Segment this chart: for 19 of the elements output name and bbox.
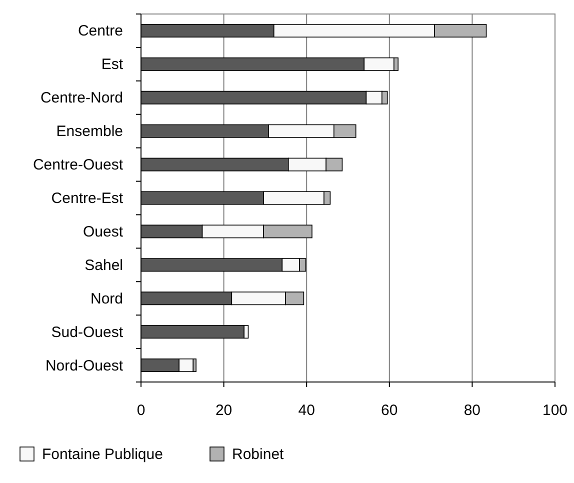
y-tick-label: Ensemble: [56, 123, 123, 140]
y-tick-label: Centre: [78, 22, 123, 40]
y-tick-label: Sahel: [84, 256, 123, 274]
y-tick-label: Nord-Ouest: [45, 357, 124, 374]
x-tick-label: 60: [381, 402, 398, 419]
y-tick-label: Centre-Nord: [40, 90, 123, 107]
x-tick-label: 40: [298, 402, 315, 419]
y-tick-label: Centre-Est: [51, 190, 124, 207]
x-tick-label: 100: [542, 402, 568, 419]
y-tick-label: Sud-Ouest: [51, 324, 124, 341]
y-tick-label: Centre-Ouest: [32, 156, 124, 174]
y-tick-label: Nord: [90, 290, 123, 308]
legend-label: Fontaine Publique: [42, 446, 163, 463]
x-tick-label: 0: [136, 402, 146, 419]
legend-label: Robinet: [232, 446, 285, 463]
y-tick-label: Ouest: [82, 223, 124, 240]
y-tick-label: Est: [101, 56, 124, 74]
x-tick-label: 20: [215, 402, 232, 419]
x-tick-label: 80: [464, 402, 481, 419]
